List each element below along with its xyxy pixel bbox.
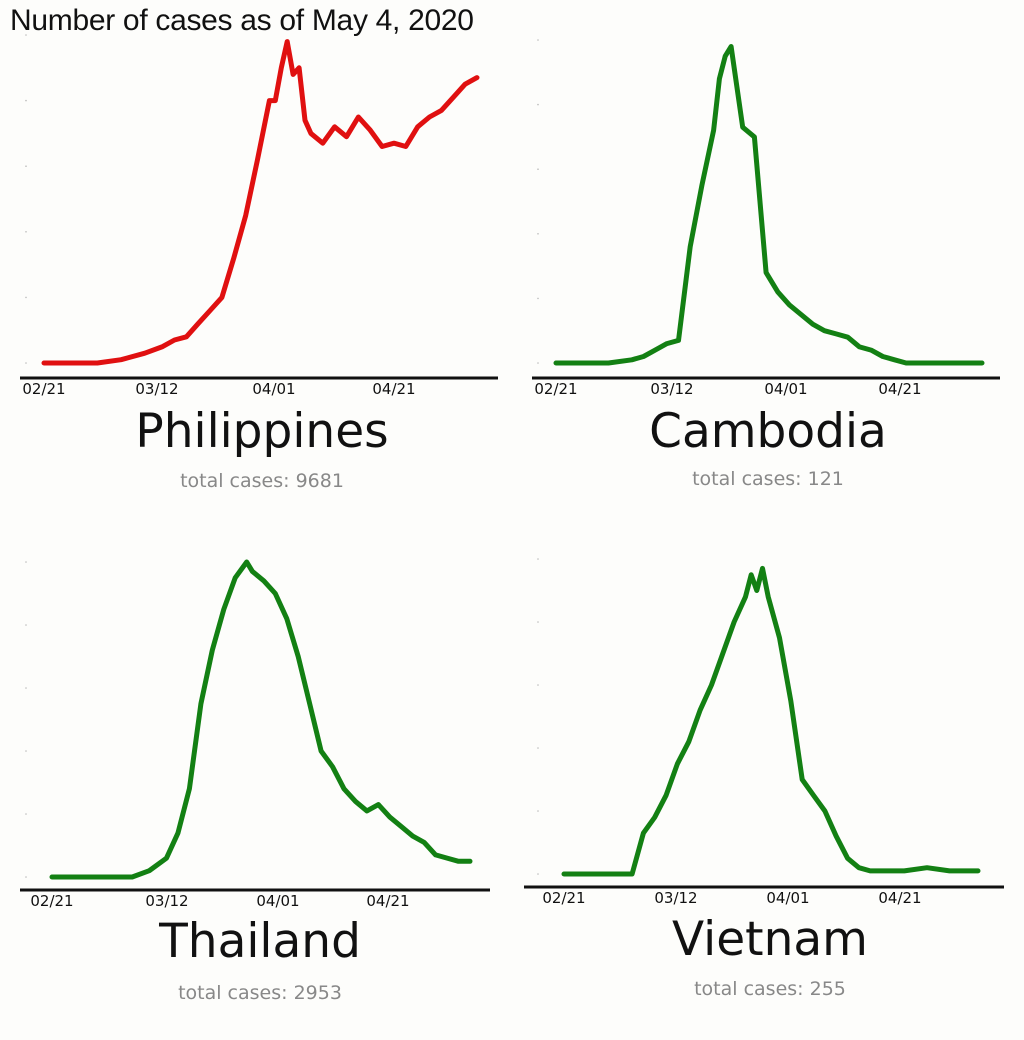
- y-tick-mark: [537, 621, 539, 623]
- x-tick-label: 02/21: [22, 380, 65, 398]
- x-tick-label: 04/21: [878, 889, 921, 907]
- y-tick-mark: [537, 558, 539, 560]
- series-line-philippines: [41, 39, 480, 366]
- total-cases-philippines: total cases: 9681: [180, 470, 344, 492]
- y-tick-mark: [537, 103, 539, 106]
- x-tick-label: 04/01: [766, 889, 809, 907]
- page-title: Number of cases as of May 4, 2020: [10, 4, 474, 37]
- x-tick-label: 02/21: [30, 892, 73, 910]
- y-tick-mark: [25, 165, 27, 167]
- x-tick-label: 02/21: [534, 380, 577, 398]
- y-tick-mark: [537, 362, 539, 364]
- y-tick-mark: [25, 362, 27, 364]
- line-chart-vietnam: 02/21 03/12 04/01 04/21: [524, 558, 1004, 907]
- y-tick-mark: [537, 39, 539, 41]
- x-tick-label: 04/21: [366, 892, 409, 910]
- y-tick-mark: [25, 750, 27, 752]
- y-tick-mark: [537, 873, 539, 875]
- y-tick-mark: [537, 810, 539, 812]
- y-tick-mark: [25, 99, 27, 102]
- y-tick-mark: [537, 747, 539, 749]
- series-line-vietnam: [561, 565, 981, 877]
- y-tick-mark: [537, 684, 539, 686]
- x-tick-label: 03/12: [135, 380, 178, 398]
- y-tick-mark: [25, 624, 27, 626]
- line-chart-thailand: 02/21 03/12 04/01 04/21: [20, 559, 490, 910]
- chart-panel-cambodia: 02/21 03/12 04/01 04/21: [524, 30, 1024, 530]
- total-cases-thailand: total cases: 2953: [178, 982, 342, 1004]
- line-chart-philippines: 02/21 03/12 04/01 04/21: [20, 34, 498, 398]
- y-tick-mark: [537, 233, 539, 235]
- y-tick-mark: [25, 34, 27, 36]
- x-tick-label: 04/21: [372, 380, 415, 398]
- y-tick-mark: [25, 687, 27, 689]
- x-tick-label: 04/01: [764, 380, 807, 398]
- y-tick-mark: [25, 876, 27, 878]
- country-name-cambodia: Cambodia: [649, 404, 887, 459]
- x-tick-label: 03/12: [650, 380, 693, 398]
- x-tick-label: 04/01: [252, 380, 295, 398]
- country-name-vietnam: Vietnam: [672, 912, 868, 967]
- y-tick-mark: [537, 297, 539, 300]
- y-tick-mark: [537, 168, 539, 170]
- chart-panel-vietnam: 02/21 03/12 04/01 04/21: [524, 540, 1024, 1040]
- chart-panel-thailand: 02/21 03/12 04/01 04/21: [12, 540, 512, 1040]
- country-name-thailand: Thailand: [159, 914, 361, 969]
- x-tick-label: 03/12: [145, 892, 188, 910]
- series-line-cambodia: [553, 44, 985, 366]
- country-name-philippines: Philippines: [135, 404, 389, 459]
- total-cases-vietnam: total cases: 255: [694, 978, 846, 1000]
- series-line-thailand: [49, 559, 473, 880]
- y-tick-mark: [25, 296, 27, 299]
- x-tick-label: 04/21: [878, 380, 921, 398]
- x-tick-label: 02/21: [542, 889, 585, 907]
- y-tick-mark: [25, 231, 27, 233]
- chart-panel-philippines: 02/21 03/12 04/01 04/21: [12, 30, 512, 530]
- x-tick-label: 03/12: [654, 889, 697, 907]
- y-tick-mark: [25, 813, 27, 815]
- line-chart-cambodia: 02/21 03/12 04/01 04/21: [532, 39, 1000, 398]
- y-tick-mark: [25, 561, 27, 563]
- total-cases-cambodia: total cases: 121: [692, 468, 844, 490]
- x-tick-label: 04/01: [256, 892, 299, 910]
